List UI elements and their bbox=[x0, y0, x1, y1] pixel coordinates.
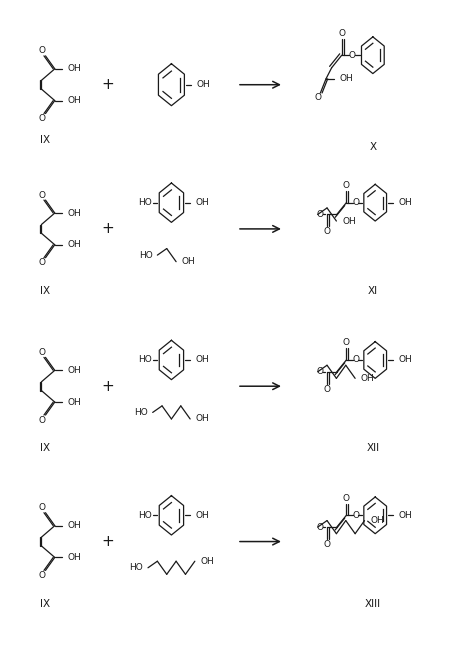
Text: O: O bbox=[352, 511, 359, 520]
Text: O: O bbox=[348, 51, 356, 59]
Text: OH: OH bbox=[370, 516, 384, 525]
Text: OH: OH bbox=[67, 553, 81, 562]
Text: OH: OH bbox=[67, 240, 81, 249]
Text: O: O bbox=[324, 540, 331, 549]
Text: O: O bbox=[338, 28, 345, 38]
Text: O: O bbox=[38, 190, 46, 200]
Text: OH: OH bbox=[67, 208, 81, 217]
Text: OH: OH bbox=[67, 521, 81, 530]
Text: IX: IX bbox=[40, 136, 50, 145]
Text: OH: OH bbox=[67, 366, 81, 375]
Text: XIII: XIII bbox=[365, 599, 381, 609]
Text: O: O bbox=[352, 198, 359, 207]
Text: O: O bbox=[38, 348, 46, 357]
Text: O: O bbox=[38, 416, 46, 424]
Text: +: + bbox=[102, 379, 115, 394]
Text: OH: OH bbox=[342, 217, 356, 225]
Text: O: O bbox=[38, 571, 46, 580]
Text: OH: OH bbox=[67, 397, 81, 407]
Text: O: O bbox=[343, 338, 350, 347]
Text: OH: OH bbox=[361, 374, 374, 383]
Text: O: O bbox=[343, 494, 350, 502]
Text: OH: OH bbox=[196, 511, 210, 520]
Text: O: O bbox=[343, 181, 350, 190]
Text: IX: IX bbox=[40, 599, 50, 609]
Text: OH: OH bbox=[339, 74, 353, 83]
Text: OH: OH bbox=[399, 356, 412, 364]
Text: XII: XII bbox=[366, 444, 379, 453]
Text: O: O bbox=[38, 258, 46, 267]
Text: O: O bbox=[38, 46, 46, 56]
Text: O: O bbox=[324, 227, 331, 236]
Text: O: O bbox=[317, 210, 324, 219]
Text: OH: OH bbox=[196, 414, 210, 424]
Text: +: + bbox=[102, 77, 115, 92]
Text: O: O bbox=[38, 503, 46, 512]
Text: HO: HO bbox=[129, 563, 143, 572]
Text: OH: OH bbox=[399, 511, 412, 520]
Text: O: O bbox=[324, 385, 331, 393]
Text: O: O bbox=[352, 356, 359, 364]
Text: OH: OH bbox=[197, 80, 210, 89]
Text: HO: HO bbox=[139, 251, 153, 260]
Text: X: X bbox=[369, 142, 376, 152]
Text: HO: HO bbox=[138, 511, 152, 520]
Text: O: O bbox=[317, 368, 324, 376]
Text: OH: OH bbox=[196, 356, 210, 364]
Text: +: + bbox=[102, 221, 115, 237]
Text: OH: OH bbox=[201, 557, 214, 566]
Text: HO: HO bbox=[138, 356, 152, 364]
Text: IX: IX bbox=[40, 444, 50, 453]
Text: OH: OH bbox=[399, 198, 412, 207]
Text: O: O bbox=[317, 523, 324, 531]
Text: O: O bbox=[315, 93, 322, 102]
Text: O: O bbox=[38, 114, 46, 123]
Text: XI: XI bbox=[368, 286, 378, 296]
Text: OH: OH bbox=[67, 64, 81, 73]
Text: HO: HO bbox=[138, 198, 152, 207]
Text: IX: IX bbox=[40, 286, 50, 296]
Text: OH: OH bbox=[196, 198, 210, 207]
Text: +: + bbox=[102, 534, 115, 549]
Text: OH: OH bbox=[182, 257, 195, 266]
Text: OH: OH bbox=[67, 96, 81, 105]
Text: HO: HO bbox=[134, 408, 148, 417]
